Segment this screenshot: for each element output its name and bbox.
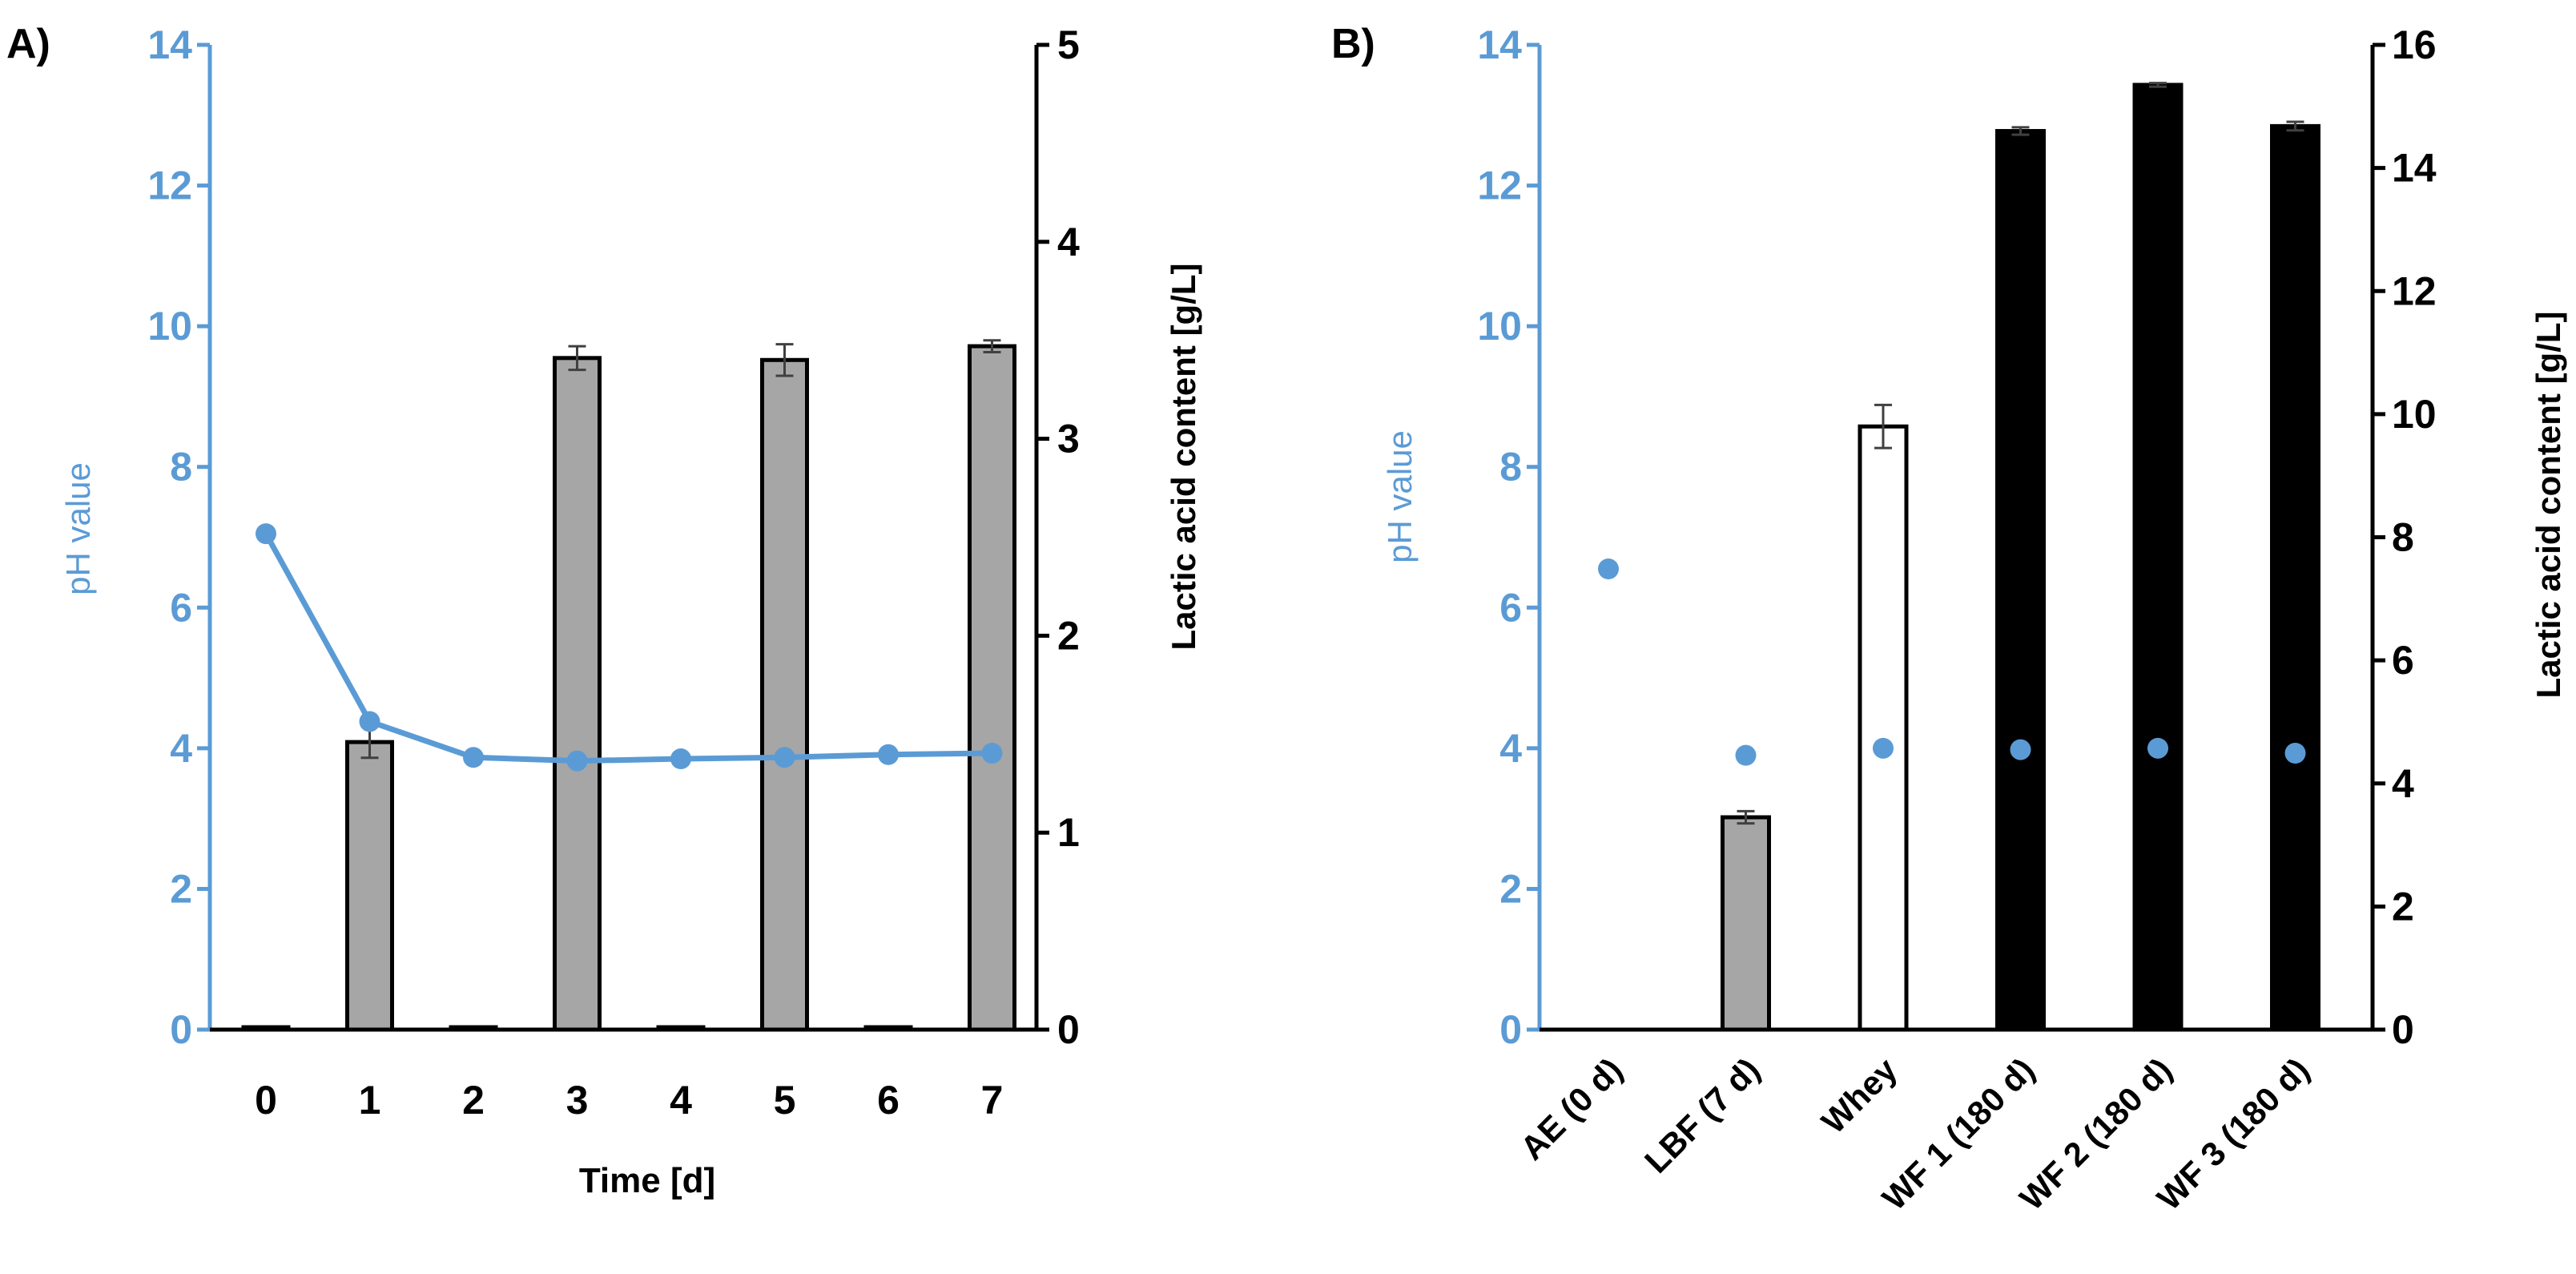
ph-point-a-1	[359, 711, 380, 732]
ph-point-b-0	[1598, 558, 1619, 580]
bar-a-3	[553, 356, 602, 1032]
ph-point-a-7	[981, 743, 1003, 764]
ytick-right-label-a-2: 2	[1057, 613, 1080, 658]
error-bar-b-1	[1737, 809, 1755, 825]
panel-b-ylabel-left: pH value	[1381, 430, 1419, 563]
xtick-label-a-7: 7	[981, 1078, 1004, 1123]
ytick-left-label-b-3: 6	[1499, 585, 1522, 630]
xtick-label-a-5: 5	[774, 1078, 796, 1123]
ytick-left-label-a-5: 10	[147, 304, 192, 349]
bar-b-4	[2132, 83, 2184, 1032]
ytick-left-label-a-1: 2	[170, 866, 192, 911]
panel-a-bars	[241, 344, 1016, 1032]
ytick-right-label-b-5: 10	[2392, 392, 2437, 437]
ytick-left-label-a-4: 8	[170, 445, 192, 490]
ytick-left-label-b-6: 12	[1477, 163, 1522, 208]
bar-b-1	[1721, 815, 1771, 1032]
error-bar-a-5	[775, 343, 794, 377]
ytick-left-label-a-3: 6	[170, 585, 192, 630]
ph-point-b-5	[2284, 743, 2306, 764]
panel-a-ph-line	[263, 532, 992, 764]
ytick-right-label-b-0: 0	[2392, 1007, 2414, 1052]
ytick-left-label-b-1: 2	[1499, 866, 1522, 911]
ph-point-a-5	[774, 747, 795, 768]
ytick-right-label-b-3: 6	[2392, 638, 2414, 683]
ytick-right-label-b-2: 4	[2392, 761, 2414, 806]
error-bar-b-2	[1874, 403, 1892, 450]
xtick-label-a-0: 0	[255, 1078, 277, 1123]
ytick-right-label-a-4: 4	[1057, 220, 1080, 264]
panel-b-yticks-left: 0 2 4 6 8 10 12 14	[1477, 22, 1540, 1052]
xtick-label-a-4: 4	[670, 1078, 692, 1123]
panel-a-yticks-left: 0 2 4 6 8 10 12 14	[147, 22, 210, 1052]
ph-point-a-0	[256, 523, 276, 545]
ytick-right-label-b-1: 2	[2392, 884, 2414, 929]
bar-a-5	[760, 357, 809, 1032]
ph-point-a-2	[463, 747, 484, 768]
xtick-label-a-6: 6	[877, 1078, 900, 1123]
ph-point-a-4	[670, 748, 691, 770]
panel-b-bars	[1721, 83, 2320, 1032]
xtick-label-a-1: 1	[359, 1078, 381, 1123]
panel-a-ph-points	[256, 523, 1003, 772]
bar-a-7	[968, 344, 1016, 1032]
ytick-right-label-b-4: 8	[2392, 515, 2414, 560]
error-bar-b-4	[2149, 82, 2167, 88]
error-bar-b-3	[2011, 126, 2030, 136]
panel-b-label: B)	[1331, 21, 1375, 67]
panel-a-label: A)	[6, 21, 50, 67]
bar-b-2	[1858, 424, 1909, 1032]
bar-b-5	[2270, 123, 2320, 1032]
panel-a-axes	[207, 45, 1039, 1032]
ytick-right-label-b-6: 12	[2392, 268, 2437, 313]
panel-b-ph-points	[1598, 558, 2306, 766]
panel-a-xlabel: Time [d]	[579, 1161, 715, 1200]
panel-b-ylabel-right: Lactic acid content [g/L]	[2530, 311, 2567, 698]
xtick-label-a-2: 2	[462, 1078, 485, 1123]
panel-a-xticks: 0 1 2 3 4 5 6 7	[255, 1078, 1003, 1123]
ph-point-b-2	[1873, 737, 1894, 759]
ytick-right-label-a-0: 0	[1057, 1007, 1080, 1052]
ytick-right-label-a-5: 5	[1057, 22, 1080, 67]
bar-b-3	[1995, 129, 2046, 1032]
ph-point-a-3	[566, 750, 588, 772]
ytick-left-label-a-2: 4	[170, 726, 192, 771]
panel-a-yticks-right: 0 1 2 3 4 5	[1036, 22, 1080, 1052]
ytick-left-label-b-5: 10	[1477, 304, 1522, 349]
error-bar-b-5	[2286, 120, 2304, 132]
bar-a-1	[345, 740, 394, 1032]
ytick-right-label-b-7: 14	[2392, 146, 2437, 191]
ytick-left-label-b-0: 0	[1499, 1007, 1522, 1052]
ytick-left-label-b-2: 4	[1499, 726, 1522, 771]
panel-a-ylabel-left: pH value	[59, 462, 97, 595]
ytick-left-label-a-0: 0	[170, 1007, 192, 1052]
panel-b-yticks-right: 0 2 4 6 8 10 12 14 16	[2373, 22, 2437, 1052]
ph-point-b-1	[1735, 744, 1757, 766]
ytick-left-label-b-4: 8	[1499, 445, 1522, 490]
ytick-left-label-a-6: 12	[147, 163, 192, 208]
ytick-right-label-b-8: 16	[2392, 22, 2437, 67]
panel-a-ylabel-right: Lactic acid content [g/L]	[1165, 263, 1202, 650]
ytick-right-label-a-3: 3	[1057, 417, 1080, 462]
error-bar-a-7	[983, 339, 1001, 353]
error-bar-a-3	[568, 345, 586, 372]
ytick-left-label-b-7: 14	[1477, 22, 1522, 67]
ytick-right-label-a-1: 1	[1057, 810, 1080, 855]
panel-a: A) pH value Lactic acid content [g/L] Ti…	[6, 21, 1202, 1200]
xtick-label-a-3: 3	[566, 1078, 589, 1123]
panel-b-error-bars	[1737, 82, 2304, 825]
ph-point-b-3	[2010, 739, 2031, 760]
ph-series-line-a	[263, 532, 992, 764]
ph-point-b-4	[2147, 737, 2168, 759]
ytick-left-label-a-7: 14	[147, 22, 192, 67]
ph-point-a-6	[878, 744, 899, 765]
